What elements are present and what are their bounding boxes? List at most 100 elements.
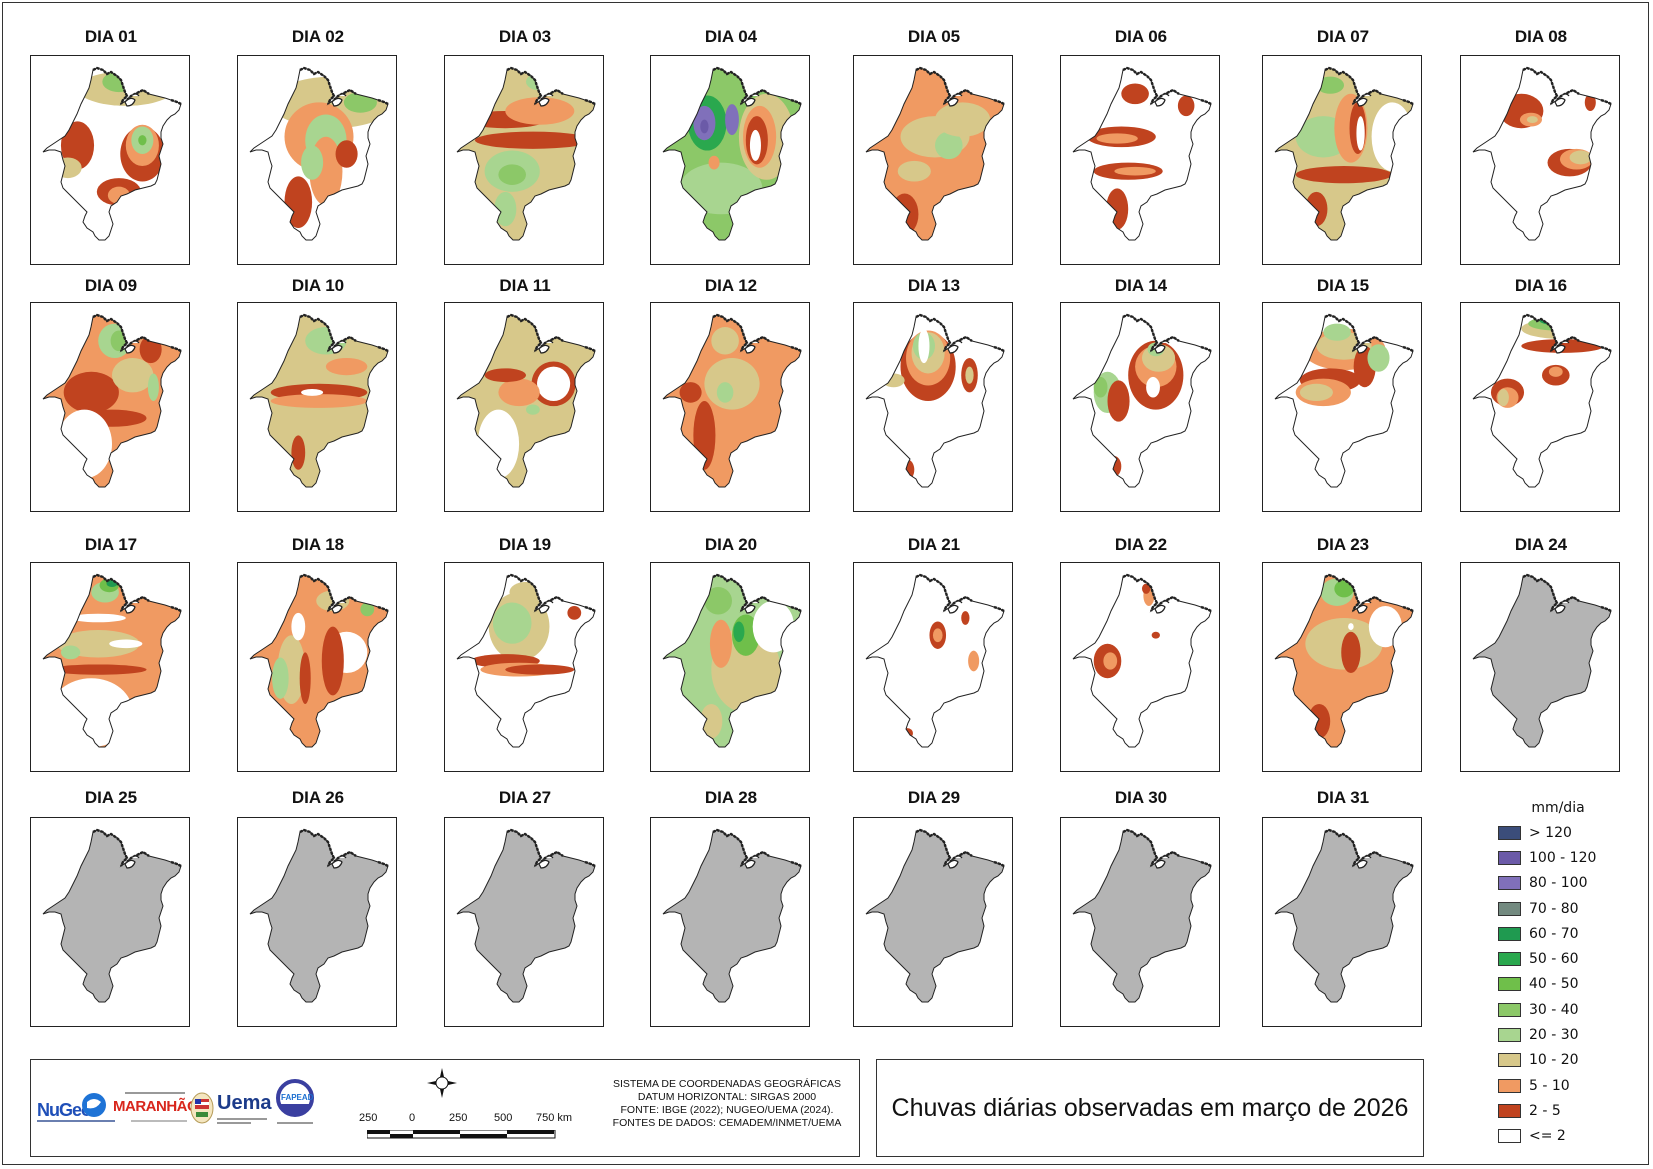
coastline bbox=[712, 828, 802, 868]
rainfall-zone bbox=[1177, 95, 1195, 117]
coastline bbox=[506, 828, 596, 868]
rainfall-zone bbox=[56, 409, 112, 479]
day-map-frame bbox=[237, 55, 397, 265]
rainfall-zones bbox=[470, 581, 582, 677]
coat-of-arms-icon bbox=[190, 1092, 214, 1124]
crs-line: FONTE: IBGE (2022); NUGEO/UEMA (2024). bbox=[620, 1104, 834, 1116]
rainfall-zone bbox=[492, 602, 532, 644]
rainfall-zone bbox=[49, 664, 147, 675]
rainfall-zone bbox=[1316, 76, 1344, 94]
north-arrow-icon bbox=[427, 1068, 457, 1098]
sao-luis-island bbox=[947, 340, 963, 354]
no-data-area bbox=[1073, 830, 1211, 1002]
day-label: DIA 19 bbox=[498, 535, 552, 554]
sao-luis-island bbox=[124, 93, 140, 107]
legend-label: 40 - 50 bbox=[1529, 976, 1579, 993]
logo-maranhao: MARANHÃO bbox=[113, 1092, 199, 1122]
logo-brasao bbox=[189, 1090, 215, 1131]
legend-swatch bbox=[1498, 952, 1521, 967]
scale-label: 750 km bbox=[536, 1112, 573, 1124]
day-label: DIA 13 bbox=[907, 276, 961, 295]
maranhao-map bbox=[249, 828, 389, 1003]
day-label: DIA 16 bbox=[1514, 276, 1568, 295]
legend-swatch bbox=[1498, 825, 1521, 840]
maranhao-map bbox=[456, 313, 596, 488]
day-map-frame bbox=[1060, 817, 1220, 1027]
rainfall-zone bbox=[1151, 631, 1160, 639]
rainfall-zone bbox=[882, 373, 905, 388]
rainfall-zone bbox=[918, 328, 930, 364]
legend-label: <= 2 bbox=[1529, 1128, 1566, 1145]
day-label: DIA 30 bbox=[1114, 788, 1168, 807]
no-data-area bbox=[1473, 575, 1611, 747]
sao-luis-island bbox=[1356, 93, 1372, 107]
rainfall-zones bbox=[882, 328, 978, 481]
maranhao-map bbox=[1274, 313, 1414, 488]
rainfall-zone bbox=[704, 587, 732, 615]
maranhao-map bbox=[456, 66, 596, 241]
rainfall-zones bbox=[270, 327, 368, 470]
rainfall-base-area bbox=[1073, 575, 1211, 747]
rainfall-zone bbox=[716, 382, 734, 403]
maranhao-map bbox=[1472, 573, 1612, 748]
legend-items: > 120 100 - 120 80 - 100 70 - 80 60 - 70 50 -… bbox=[1498, 820, 1638, 1149]
sao-luis-island bbox=[947, 855, 963, 869]
day-label: DIA 02 bbox=[291, 27, 345, 46]
legend-item: 70 - 80 bbox=[1498, 896, 1638, 921]
legend-item: 60 - 70 bbox=[1498, 921, 1638, 946]
rainfall-zone bbox=[890, 193, 919, 235]
legend-label: 60 - 70 bbox=[1529, 925, 1579, 942]
rainfall-zone bbox=[1548, 366, 1563, 377]
sao-luis-island bbox=[331, 600, 347, 614]
day-map-frame bbox=[30, 562, 190, 772]
rainfall-zone bbox=[1569, 150, 1592, 165]
coastline bbox=[92, 313, 182, 353]
day-label: DIA 24 bbox=[1514, 535, 1568, 554]
rainfall-zone bbox=[291, 435, 306, 470]
rainfall-zone bbox=[54, 157, 82, 179]
day-label: DIA 09 bbox=[84, 276, 138, 295]
coastline bbox=[712, 313, 802, 353]
rainfall-zone bbox=[1299, 383, 1333, 401]
rainfall-zone bbox=[1121, 83, 1149, 105]
rainfall-zone bbox=[693, 401, 716, 470]
legend-swatch bbox=[1498, 1129, 1521, 1144]
title-box: Chuvas diárias observadas em março de 20… bbox=[876, 1059, 1424, 1157]
sao-luis-island bbox=[744, 93, 760, 107]
day-label: DIA 05 bbox=[907, 27, 961, 46]
rainfall-zone bbox=[725, 104, 739, 136]
rainfall-zone bbox=[708, 155, 720, 170]
rainfall-zone bbox=[335, 140, 358, 168]
day-label: DIA 01 bbox=[84, 27, 138, 46]
sao-luis-island bbox=[124, 855, 140, 869]
rainfall-zone bbox=[1341, 631, 1361, 674]
maranhao-map bbox=[1472, 66, 1612, 241]
fapead-emblem-icon bbox=[276, 1079, 314, 1124]
map-title: Chuvas diárias observadas em março de 20… bbox=[891, 1093, 1409, 1122]
legend-swatch bbox=[1498, 1028, 1521, 1043]
sao-luis-island bbox=[947, 600, 963, 614]
rainfall-zone bbox=[1569, 325, 1598, 336]
day-map-frame bbox=[1460, 55, 1620, 265]
rainfall-zone bbox=[1348, 623, 1354, 631]
legend: mm/dia > 120 100 - 120 80 - 100 70 - 80 60 -… bbox=[1498, 800, 1638, 1149]
coastline bbox=[1522, 313, 1612, 353]
day-map-frame bbox=[853, 562, 1013, 772]
rainfall-zone bbox=[49, 678, 133, 747]
sao-luis-island bbox=[1554, 93, 1570, 107]
legend-swatch bbox=[1498, 1078, 1521, 1093]
coastline bbox=[1122, 313, 1212, 353]
rainfall-zone bbox=[474, 131, 591, 149]
rainfall-zones bbox=[1093, 583, 1160, 679]
rainfall-zone bbox=[1103, 652, 1118, 670]
rainfall-zone bbox=[935, 131, 963, 160]
legend-swatch bbox=[1498, 926, 1521, 941]
rainfall-zone bbox=[498, 164, 526, 185]
rainfall-zone bbox=[60, 121, 95, 170]
day-map-frame bbox=[1262, 55, 1422, 265]
day-map-frame bbox=[444, 817, 604, 1027]
rainfall-zones bbox=[272, 590, 375, 704]
scale-label: 500 bbox=[494, 1112, 513, 1124]
coastline bbox=[915, 573, 1005, 613]
